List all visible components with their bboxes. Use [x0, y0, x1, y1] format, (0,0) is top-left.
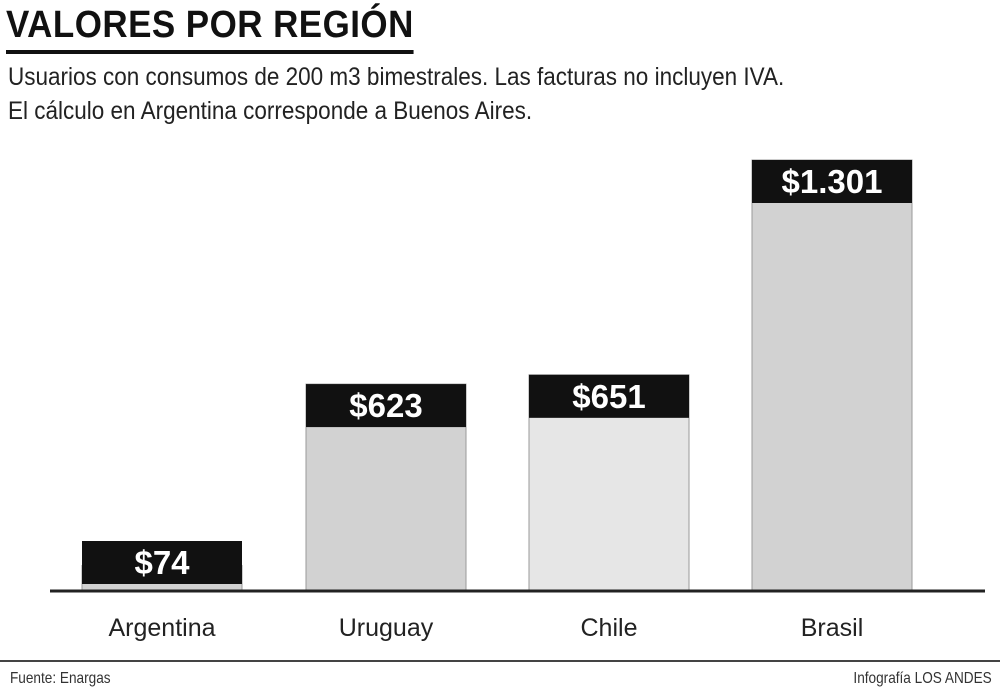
value-label-brasil: $1.301 — [782, 163, 883, 200]
subtitle-line-2: El cálculo en Argentina corresponde a Bu… — [8, 97, 533, 125]
category-label-uruguay: Uruguay — [339, 614, 434, 642]
value-label-chile: $651 — [572, 378, 645, 415]
bar-brasil — [751, 159, 913, 591]
source-note: Fuente: Enargas — [10, 670, 111, 687]
value-label-argentina: $74 — [134, 544, 190, 581]
chart-title: VALORES POR REGIÓN — [6, 2, 414, 54]
value-label-box-brasil — [752, 160, 912, 203]
chart-subtitle: Usuarios con consumos de 200 m3 bimestra… — [8, 60, 890, 128]
footer-divider — [0, 660, 1000, 662]
value-label-uruguay: $623 — [349, 387, 422, 424]
value-label-box-argentina — [82, 541, 242, 584]
subtitle-line-1: Usuarios con consumos de 200 m3 bimestra… — [8, 63, 785, 91]
category-label-brasil: Brasil — [801, 614, 864, 642]
value-label-box-uruguay — [306, 384, 466, 428]
category-label-chile: Chile — [581, 614, 638, 642]
credit-note: Infografía LOS ANDES — [853, 670, 992, 687]
value-label-box-chile — [529, 374, 689, 418]
category-label-argentina: Argentina — [108, 614, 215, 642]
bar-chart: $74 Argentina $623 Uruguay $651 Chile $1.301 Br… — [50, 159, 985, 642]
